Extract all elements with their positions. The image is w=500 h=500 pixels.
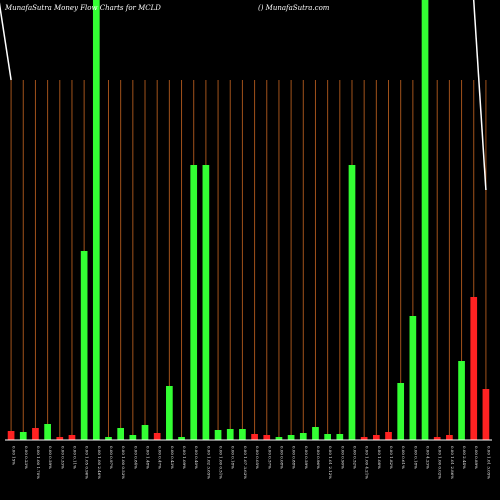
bar	[433, 437, 441, 440]
bar	[299, 433, 307, 440]
x-tick-label: 0.00 0.52%	[352, 446, 357, 469]
x-tick-label: 0.00 1.82%	[389, 446, 394, 469]
x-tick-label: 0.00 1.01 2.86%	[450, 446, 455, 479]
bar	[44, 424, 51, 440]
x-tick-label: 0.00 0.59%	[304, 446, 309, 469]
bar	[105, 437, 112, 440]
x-tick-label: 0.00 0.96%	[316, 446, 321, 469]
bar	[275, 437, 283, 440]
bar	[421, 0, 429, 440]
x-tick-label: 0.00 1.09%	[182, 446, 187, 469]
bar	[312, 427, 319, 440]
overlay-line-layer	[0, 0, 487, 191]
x-tick-label: 0.00 1.00 0.02%	[438, 446, 443, 479]
bar	[214, 430, 222, 440]
bar	[32, 428, 39, 440]
x-tick-label: 0.00 0.18%	[413, 446, 418, 469]
x-tick-label: 0.00 1.01 2.12%	[328, 446, 333, 479]
bar	[178, 437, 185, 440]
x-tick-label: 0.00 1.00 1.70%	[36, 446, 41, 479]
x-tick-label: 0.00 1.48%	[146, 446, 151, 469]
bar	[263, 435, 271, 440]
chart-title: MunafaSutra Money Flow Charts for MCLD	[4, 4, 161, 12]
x-tick-label: 0.00 0.59%	[48, 446, 53, 469]
bar	[458, 361, 465, 440]
bar	[446, 435, 453, 440]
x-tick-label: 0.00 1.00 4.21%	[365, 446, 370, 479]
bar	[409, 316, 417, 440]
x-tick-label: 0.00 0.97%	[109, 446, 114, 469]
bar	[324, 434, 331, 440]
bar	[470, 297, 478, 440]
bar	[166, 386, 173, 440]
bar	[336, 434, 344, 440]
x-tick-label: 0.00 0.89%	[474, 446, 479, 469]
x-tick-label: 0.00 4.23%	[426, 446, 431, 469]
bar	[226, 429, 234, 440]
x-tick-label: 0.00 0.05%	[255, 446, 260, 469]
bar	[68, 435, 76, 440]
bar	[372, 435, 380, 440]
x-tick-label: 0.00 1.05 0.96%	[85, 446, 90, 479]
bar	[202, 165, 210, 440]
x-tick-label: 0.00 1.02 3.65%	[206, 446, 211, 479]
x-tick-label: 0.00 1.00 0.51%	[219, 446, 224, 479]
x-tick-label: 0.00 0.61%	[401, 446, 406, 469]
x-tick-label: 0.00 0.23%	[24, 446, 29, 469]
x-tick-label: 0.00 1.08%	[377, 446, 382, 469]
bar	[287, 435, 295, 440]
x-tick-label: 0.00 2.44%	[462, 446, 467, 469]
x-tick-label: 0.00 0.57%	[267, 446, 272, 469]
x-tick-label: 0.00 1.00 0.53%	[121, 446, 126, 479]
x-tick-label: 0.00 0.08%	[279, 446, 284, 469]
bar	[141, 425, 149, 440]
x-tick-label: 0.00 0.90%	[340, 446, 345, 469]
bar	[80, 251, 88, 440]
x-tick-label: 0.00 0.40%	[194, 446, 199, 469]
bar	[153, 433, 161, 440]
bar	[56, 437, 64, 440]
bar	[385, 432, 392, 440]
bar	[239, 429, 246, 440]
site-label: () MunafaSutra.com	[258, 4, 330, 12]
bar	[190, 165, 198, 440]
x-tick-label: 0.00 0.84%	[133, 446, 138, 469]
x-tick-labels: 0.00 15% 0.00 0.23% 0.00 1.00 1.70% 0.00 0.…	[12, 446, 492, 479]
bar	[117, 428, 125, 440]
x-tick-label: 0.00 15%	[12, 446, 17, 465]
bar	[360, 437, 368, 440]
bar	[348, 165, 356, 440]
bar	[251, 434, 258, 440]
bar	[19, 432, 27, 440]
bar	[482, 389, 490, 440]
x-tick-label: 0.00 0.11%	[72, 446, 77, 469]
x-tick-label: 0.00 0.43%	[170, 446, 175, 469]
x-tick-label: 0.00 0.88%	[292, 446, 297, 469]
overlay-line-left	[0, 2, 12, 81]
x-tick-label: 0.00 1.00 2.46%	[97, 446, 102, 479]
x-tick-label: 0.00 0.18%	[231, 446, 236, 469]
x-tick-label: 0.00 1.01 3.05%	[486, 446, 491, 479]
bar	[92, 0, 100, 440]
bars	[7, 0, 490, 440]
x-tick-label: 0.00 1.07 3.63%	[243, 446, 248, 479]
bar	[397, 383, 405, 440]
x-tick-label: 0.00 0.47%	[158, 446, 163, 469]
bar	[7, 431, 15, 440]
overlay-line-right	[472, 0, 487, 191]
x-tick-label: 0.00 0.33%	[60, 446, 65, 469]
bar	[129, 435, 137, 440]
